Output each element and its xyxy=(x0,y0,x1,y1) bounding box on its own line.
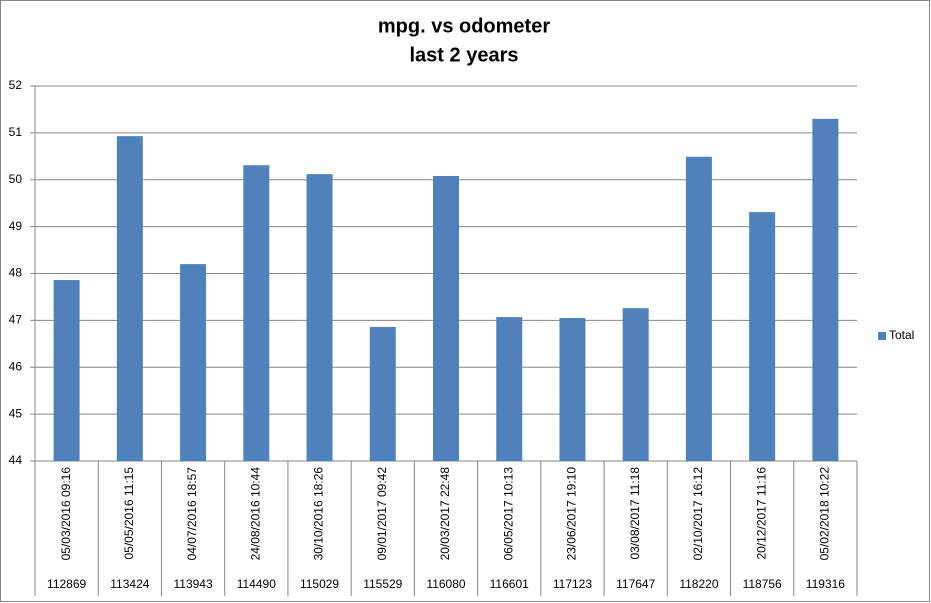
x-tick-label: 23/06/2017 19:10 xyxy=(565,467,579,561)
chart-title: mpg. vs odometer xyxy=(378,15,550,37)
bar xyxy=(53,280,80,461)
bar xyxy=(496,317,523,461)
x-tick-label: 05/05/2016 11:15 xyxy=(122,467,136,560)
odometer-label: 116080 xyxy=(426,577,465,591)
y-tick-label: 47 xyxy=(9,313,23,327)
bar xyxy=(116,136,143,461)
bar xyxy=(749,212,776,461)
bar xyxy=(685,156,712,461)
x-tick-label: 02/10/2017 16:12 xyxy=(691,467,705,561)
bar xyxy=(243,165,270,461)
odometer-label: 113943 xyxy=(173,577,212,591)
odometer-label: 118220 xyxy=(679,577,718,591)
x-tick-label: 20/03/2017 22:48 xyxy=(438,467,452,561)
y-tick-label: 44 xyxy=(9,453,23,467)
x-tick-label: 09/01/2017 09:42 xyxy=(375,467,389,561)
bar xyxy=(812,118,839,461)
x-tick-label: 30/10/2016 18:26 xyxy=(312,467,326,561)
odometer-label: 119316 xyxy=(806,577,845,591)
y-tick-label: 50 xyxy=(9,172,23,186)
y-tick-label: 51 xyxy=(9,125,23,139)
y-tick-label: 45 xyxy=(9,406,23,420)
bar xyxy=(369,326,396,461)
odometer-label: 116601 xyxy=(490,577,529,591)
odometer-label: 117647 xyxy=(616,577,655,591)
odometer-label: 113424 xyxy=(110,577,149,591)
x-tick-label: 05/03/2016 09:16 xyxy=(59,467,73,561)
chart-subtitle: last 2 years xyxy=(410,44,519,66)
y-tick-label: 46 xyxy=(9,359,23,373)
bar xyxy=(622,308,649,461)
x-tick-label: 20/12/2017 11:16 xyxy=(754,467,768,560)
x-tick-label: 06/05/2017 10:13 xyxy=(501,467,515,561)
bar xyxy=(559,318,586,461)
x-tick-label: 04/07/2016 18:57 xyxy=(185,467,199,561)
y-tick-label: 48 xyxy=(9,266,23,280)
odometer-label: 115029 xyxy=(300,577,339,591)
x-tick-label: 24/08/2016 10:44 xyxy=(248,467,262,561)
odometer-label: 115529 xyxy=(363,577,402,591)
odometer-label: 118756 xyxy=(743,577,782,591)
legend-swatch xyxy=(878,332,886,340)
x-tick-label: 05/02/2018 10:22 xyxy=(818,467,832,561)
x-tick-label: 03/08/2017 11:18 xyxy=(628,467,642,560)
bar xyxy=(180,264,207,461)
bar xyxy=(306,174,333,461)
odometer-label: 112869 xyxy=(47,577,86,591)
y-tick-label: 52 xyxy=(9,78,23,92)
odometer-label: 114490 xyxy=(237,577,276,591)
y-tick-label: 49 xyxy=(9,219,23,233)
bar xyxy=(433,176,459,461)
legend-label: Total xyxy=(889,328,914,342)
odometer-label: 117123 xyxy=(553,577,592,591)
